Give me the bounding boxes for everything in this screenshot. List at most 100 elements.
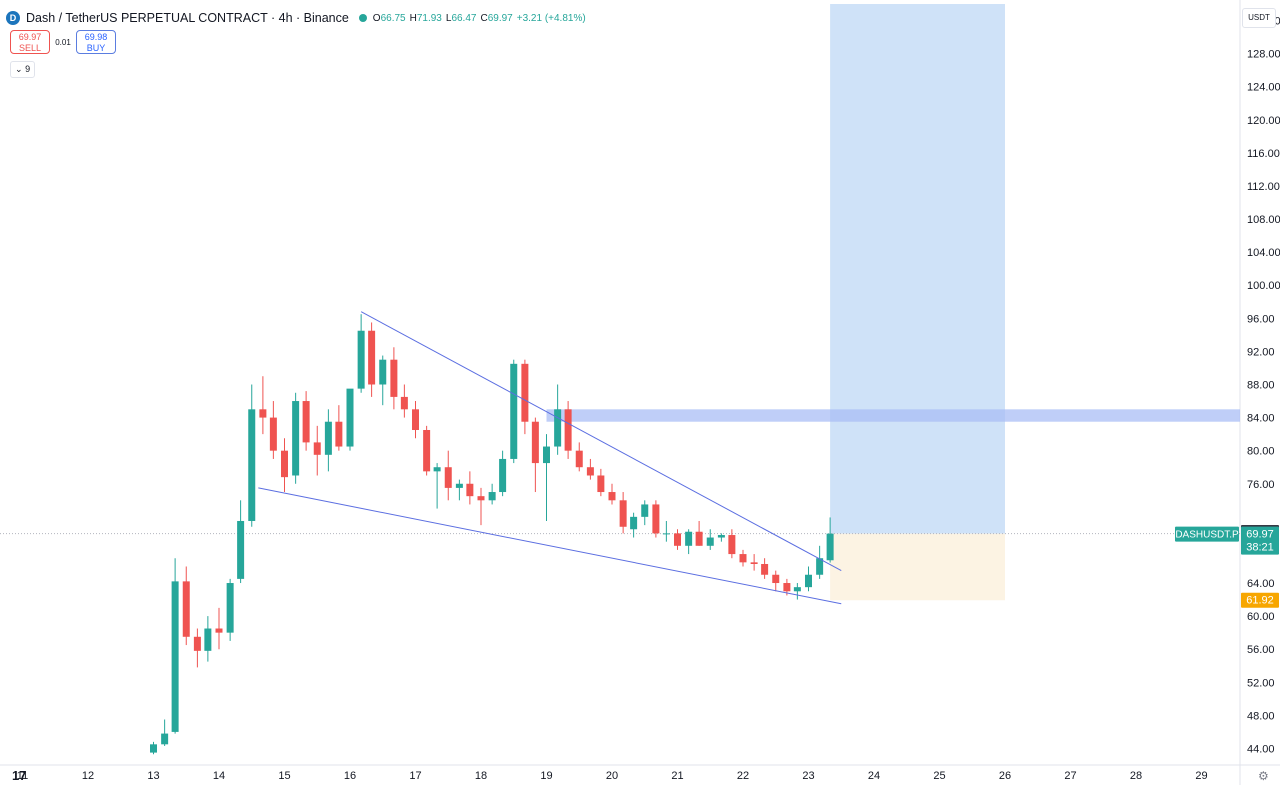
x-tick-label: 16 [344,770,356,782]
symbol-tag-box [1175,526,1239,542]
sell-button[interactable]: 69.97 SELL [10,30,50,54]
x-tick-label: 29 [1195,770,1207,782]
buy-label: BUY [86,43,106,53]
candle-down [695,531,703,546]
candle-down [215,628,223,633]
y-tick-label: 76.00 [1247,479,1275,491]
sell-label: SELL [18,43,42,53]
chart-header: D Dash / TetherUS PERPETUAL CONTRACT · 4… [6,8,590,28]
candle-up [706,537,714,546]
candle-up [226,583,234,633]
candle-up [543,446,550,464]
x-tick-label: 26 [999,770,1011,782]
candle-down [750,562,758,564]
candle-up [379,359,387,385]
y-tick-label: 84.00 [1247,413,1275,425]
x-tick-label: 18 [475,770,487,782]
candle-down [783,583,791,592]
candle-up [204,628,212,651]
candle-down [444,467,452,488]
ohlc-key: L [445,12,452,24]
symbol-title[interactable]: Dash / TetherUS PERPETUAL CONTRACT · 4h … [26,11,349,25]
candle-up [161,733,169,745]
candle-up [662,533,670,535]
y-tick-label: 112.00 [1247,181,1280,193]
candle-down [597,475,605,493]
candle-down [674,533,681,546]
candle-up [816,558,824,575]
x-tick-label: 23 [802,770,814,782]
y-tick-label: 92.00 [1247,346,1275,358]
candle-up [641,504,649,517]
candle-down [608,492,616,501]
candle-up [324,421,332,455]
candle-down [313,442,321,455]
y-tick-label: 60.00 [1247,611,1275,623]
candle-up [488,492,496,501]
buy-button[interactable]: 69.98 BUY [76,30,116,54]
candle-down [423,429,431,472]
gear-icon[interactable]: ⚙ [1258,769,1269,783]
y-tick-label: 100.00 [1247,280,1280,292]
x-tick-label: 14 [213,770,225,782]
ohlc-value: 66.75 [380,12,406,24]
x-tick-label: 19 [540,770,552,782]
candle-down [772,574,780,584]
x-tick-label: 13 [147,770,159,782]
ohlc-readout: O66.75 H71.93 L66.47 C69.97 +3.21 (+4.81%) [373,13,590,24]
x-tick-label: 15 [278,770,290,782]
indicators-count: 9 [25,64,31,74]
ohlc-key: O [372,12,381,24]
x-tick-label: 27 [1064,770,1076,782]
candle-down [575,450,583,468]
candle-up [510,363,518,459]
candle-up [346,388,354,447]
indicators-toggle[interactable]: ⌄ 9 [10,61,36,78]
candle-up [805,574,812,588]
price-label-value: 69.97 [1246,529,1274,541]
y-tick-label: 120.00 [1247,115,1280,127]
sell-price: 69.97 [18,32,42,42]
dash-coin-icon: D [6,11,20,25]
candle-down [619,500,627,527]
y-tick-label: 44.00 [1247,743,1275,755]
x-tick-label: 24 [868,770,880,782]
x-tick-label: 20 [606,770,618,782]
resistance-band [546,409,1240,422]
trendline [258,487,842,605]
y-tick-label: 116.00 [1247,148,1280,160]
candle-down [193,636,201,651]
currency-selector[interactable]: USDT [1242,8,1276,28]
candle-up [826,533,834,561]
chevron-down-icon: ⌄ [15,64,23,74]
candle-down [728,535,736,555]
candle-down [761,563,769,575]
candle-down [652,504,660,534]
y-tick-label: 88.00 [1247,380,1275,392]
y-tick-label: 96.00 [1247,313,1275,325]
candle-down [412,409,419,430]
candle-up [150,744,157,753]
ohlc-value: 71.93 [416,12,442,24]
candle-up [292,401,300,476]
candle-down [390,359,398,397]
ohlc-value: 66.47 [451,12,477,24]
market-status-icon [358,14,367,22]
price-label-value: 61.92 [1246,595,1274,607]
x-tick-label: 28 [1130,770,1142,782]
candle-down [586,467,594,476]
y-tick-label: 80.00 [1247,446,1275,458]
candle-down [400,396,408,410]
x-tick-label: 12 [82,770,94,782]
candle-down [466,483,474,497]
trade-panel: 69.97 SELL 0.01 69.98 BUY [10,30,116,54]
ohlc-key: H [409,12,417,24]
candle-down [368,330,376,385]
y-tick-label: 124.00 [1247,82,1280,94]
candle-up [248,409,256,521]
candle-down [302,401,310,443]
target-zone [830,4,1005,534]
candle-down [259,409,267,418]
candle-down [281,450,288,478]
